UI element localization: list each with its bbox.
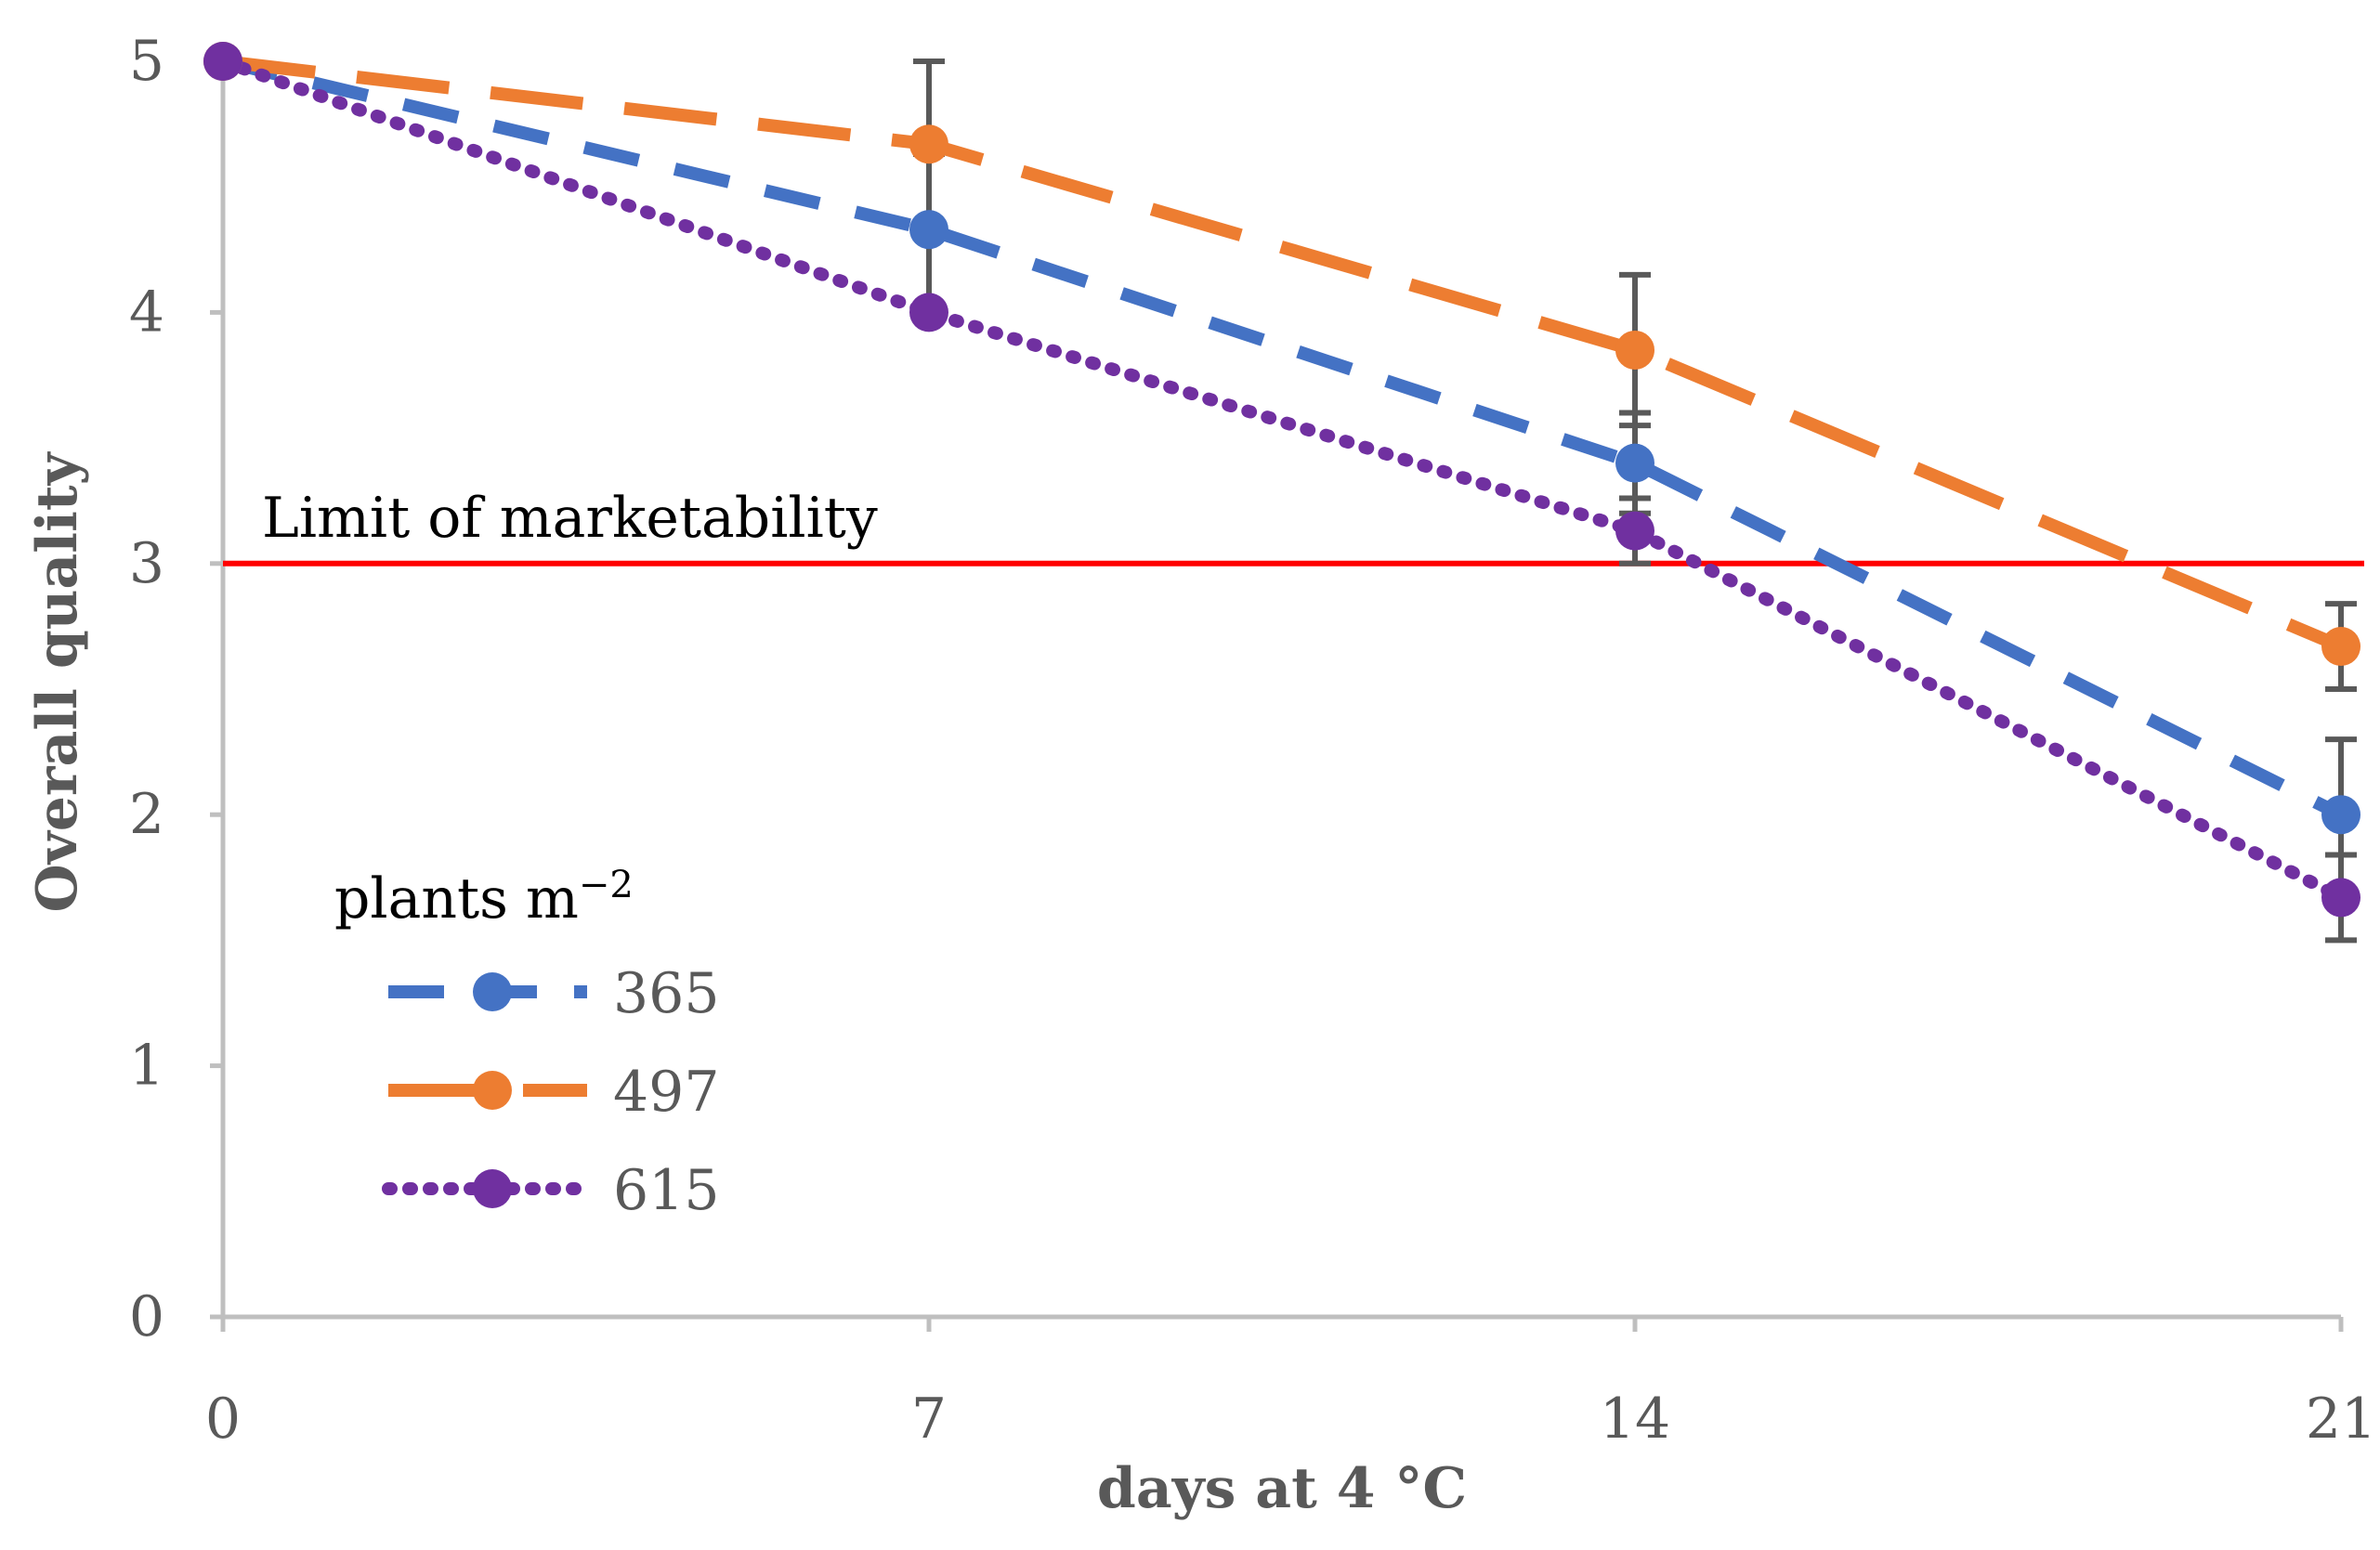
series-line-497 <box>222 55 2344 653</box>
legend-swatch-marker <box>473 972 512 1011</box>
y-axis-title: Overall quality <box>25 450 90 912</box>
data-point-365 <box>2321 795 2360 835</box>
legend-title-base: plants m <box>334 866 579 931</box>
legend-swatch-marker <box>473 1169 512 1208</box>
legend-title: plants m−2 <box>334 864 634 931</box>
x-tick-label: 0 <box>205 1387 241 1452</box>
data-point-615 <box>2321 878 2360 918</box>
legend-swatch-marker <box>473 1071 512 1110</box>
legend-label: 365 <box>613 961 720 1026</box>
limit-of-marketability-label: Limit of marketability <box>262 486 878 551</box>
legend-label: 497 <box>613 1060 720 1125</box>
legend-item-615: 615 <box>382 1158 720 1223</box>
series-line-365 <box>221 55 2345 821</box>
series-line-615 <box>216 55 2347 905</box>
data-point-615 <box>909 293 948 332</box>
y-tick-label: 4 <box>129 280 164 345</box>
legend-title-superscript: −2 <box>579 864 634 906</box>
legend-label: 615 <box>613 1158 720 1223</box>
data-point-365 <box>1615 443 1654 483</box>
data-point-497 <box>1615 330 1654 370</box>
data-point-615 <box>203 42 242 81</box>
legend-item-497: 497 <box>388 1060 720 1125</box>
plot-area: 0 1 2 3 4 5 0 7 14 21 365 497 615 <box>129 29 2376 1452</box>
data-point-497 <box>2321 627 2360 667</box>
data-point-365 <box>909 210 948 250</box>
x-tick-label: 21 <box>2306 1387 2376 1452</box>
data-point-615 <box>1615 511 1654 551</box>
y-tick-label: 0 <box>129 1284 164 1349</box>
x-tick-label: 14 <box>1600 1387 1670 1452</box>
data-point-497 <box>909 124 948 164</box>
y-tick-label: 5 <box>129 29 164 94</box>
x-axis-title: days at 4 °C <box>1097 1456 1467 1521</box>
y-tick-label: 1 <box>129 1034 164 1099</box>
legend-item-365: 365 <box>388 961 720 1026</box>
x-tick-label: 7 <box>911 1387 947 1452</box>
y-tick-label: 3 <box>129 531 164 596</box>
y-tick-label: 2 <box>129 782 164 847</box>
